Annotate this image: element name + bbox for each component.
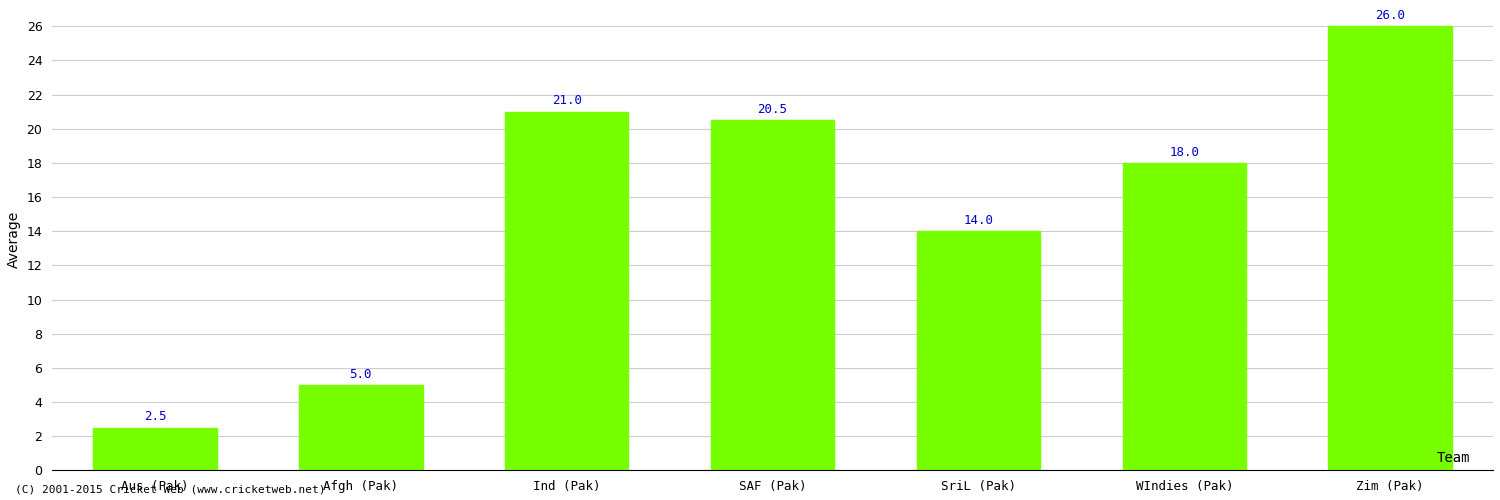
Text: 18.0: 18.0 bbox=[1170, 146, 1200, 158]
Text: 20.5: 20.5 bbox=[758, 103, 788, 116]
Text: 21.0: 21.0 bbox=[552, 94, 582, 108]
Bar bbox=[93, 428, 218, 470]
Bar bbox=[916, 232, 1040, 470]
Bar bbox=[506, 112, 628, 470]
Text: Team: Team bbox=[1437, 451, 1470, 465]
Text: (C) 2001-2015 Cricket Web (www.cricketweb.net): (C) 2001-2015 Cricket Web (www.cricketwe… bbox=[15, 485, 326, 495]
Bar bbox=[711, 120, 834, 470]
Text: 2.5: 2.5 bbox=[144, 410, 166, 424]
Text: 26.0: 26.0 bbox=[1376, 9, 1406, 22]
Bar bbox=[1329, 26, 1452, 470]
Text: 14.0: 14.0 bbox=[963, 214, 993, 227]
Y-axis label: Average: Average bbox=[8, 211, 21, 268]
Bar bbox=[298, 385, 423, 470]
Bar bbox=[1122, 163, 1246, 470]
Text: 5.0: 5.0 bbox=[350, 368, 372, 380]
